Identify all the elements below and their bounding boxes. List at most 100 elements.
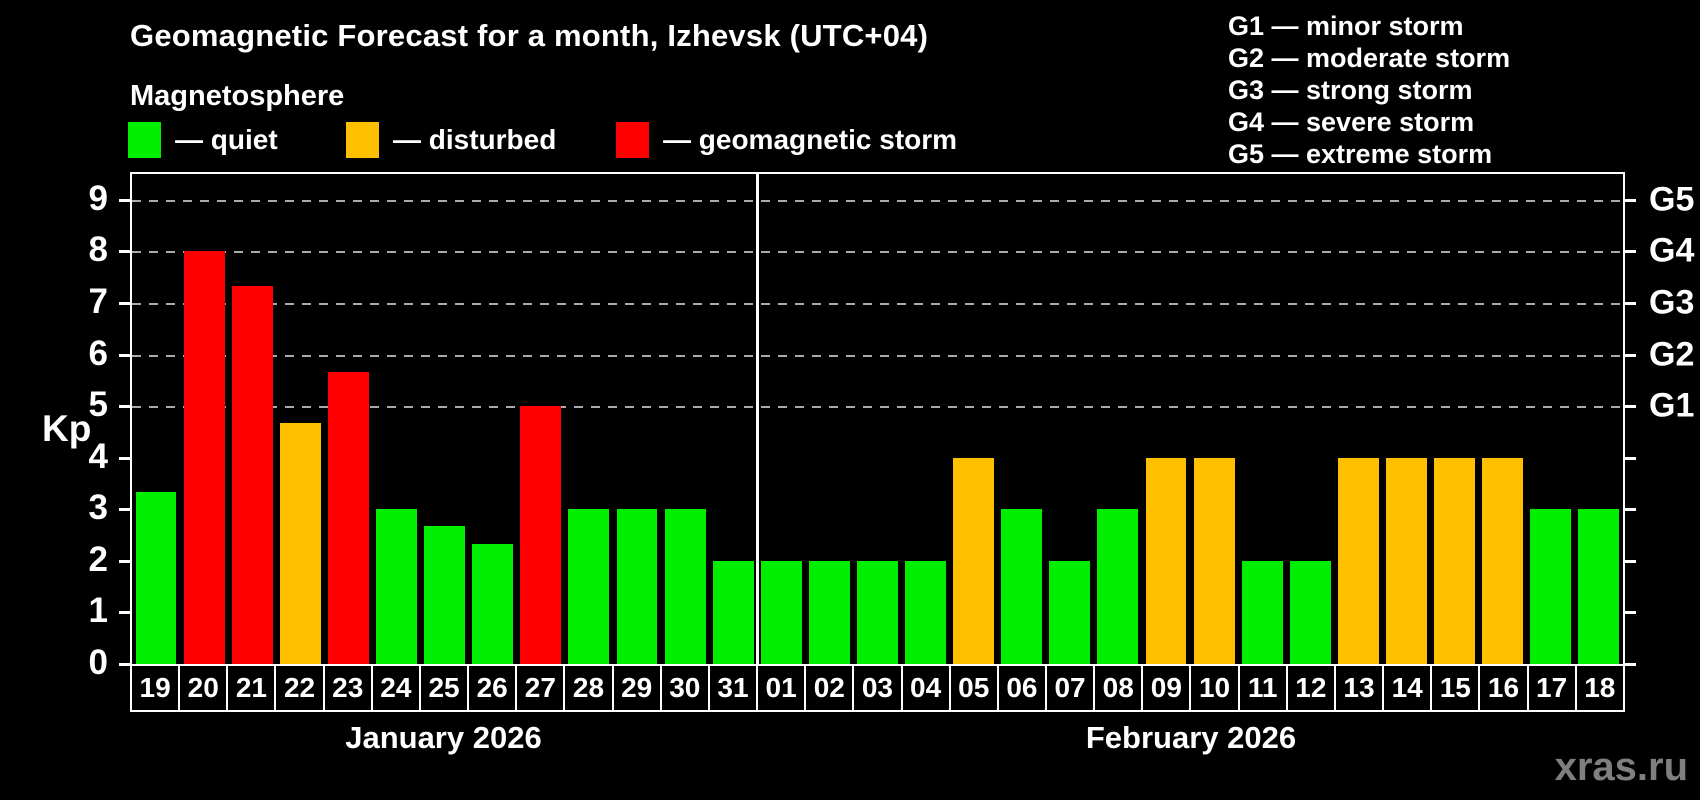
bar-slot-08 bbox=[1094, 174, 1142, 664]
right-axis-label-G4: G4 bbox=[1649, 231, 1695, 270]
gridline-kp-5 bbox=[132, 406, 1623, 409]
y-tick-5 bbox=[119, 405, 132, 409]
status-legend: — quiet — disturbed — geomagnetic storm bbox=[128, 120, 1028, 160]
kp-bar-day-23 bbox=[327, 371, 369, 664]
bar-slot-09 bbox=[1142, 174, 1190, 664]
y-tick-label-3: 3 bbox=[88, 488, 108, 528]
page-title: Geomagnetic Forecast for a month, Izhevs… bbox=[130, 18, 929, 53]
bar-slot-05 bbox=[950, 174, 998, 664]
right-tick-3 bbox=[1623, 508, 1636, 512]
day-cell-31: 31 bbox=[707, 664, 759, 712]
y-tick-label-4: 4 bbox=[88, 436, 108, 476]
xras-watermark: xras.ru bbox=[1554, 745, 1688, 789]
y-tick-8 bbox=[119, 250, 132, 254]
day-cell-03: 03 bbox=[852, 664, 903, 712]
kp-bar-day-18 bbox=[1578, 509, 1620, 664]
y-axis-title: Kp bbox=[42, 408, 92, 449]
kp-bar-day-29 bbox=[616, 509, 658, 664]
y-tick-9 bbox=[119, 198, 132, 202]
day-cell-12: 12 bbox=[1285, 664, 1336, 712]
bar-slot-18 bbox=[1575, 174, 1623, 664]
day-cell-26: 26 bbox=[467, 664, 518, 712]
y-tick-label-1: 1 bbox=[88, 591, 108, 631]
y-tick-3 bbox=[119, 508, 132, 512]
magnetosphere-label: Magnetosphere bbox=[130, 80, 345, 112]
kp-bar-day-06 bbox=[1001, 509, 1043, 664]
kp-bar-day-01 bbox=[760, 560, 802, 664]
right-tick-4 bbox=[1623, 456, 1636, 460]
plot-area: 0 1 2 3 4 5 6 7 8 9 G1 G2 G3 G4 G5 bbox=[89, 172, 1694, 682]
legend-label-quiet: — quiet bbox=[175, 124, 278, 155]
day-cell-09: 09 bbox=[1141, 664, 1192, 712]
bar-slot-23 bbox=[324, 174, 372, 664]
kp-bar-day-19 bbox=[135, 492, 177, 664]
bar-slot-29 bbox=[613, 174, 661, 664]
g-legend-line: G1 — minor storm bbox=[1228, 11, 1464, 41]
kp-bar-day-16 bbox=[1482, 457, 1524, 664]
bar-slot-30 bbox=[661, 174, 709, 664]
day-cell-11: 11 bbox=[1237, 664, 1288, 712]
bar-slot-12 bbox=[1286, 174, 1334, 664]
day-cell-30: 30 bbox=[659, 664, 710, 712]
y-tick-label-5: 5 bbox=[88, 385, 108, 425]
kp-bar-day-08 bbox=[1097, 509, 1139, 664]
right-axis-label-G2: G2 bbox=[1649, 335, 1695, 374]
day-cell-01: 01 bbox=[756, 664, 807, 712]
day-cell-22: 22 bbox=[274, 664, 325, 712]
y-tick-label-7: 7 bbox=[88, 282, 108, 322]
legend-label-disturbed: — disturbed bbox=[393, 124, 557, 155]
right-axis-label-G3: G3 bbox=[1649, 283, 1695, 322]
y-tick-label-6: 6 bbox=[88, 333, 108, 373]
disturbed-swatch-icon bbox=[346, 122, 379, 158]
day-cell-19: 19 bbox=[130, 664, 181, 712]
right-tick-5 bbox=[1623, 405, 1636, 409]
kp-bar-day-31 bbox=[712, 560, 754, 664]
bar-slot-17 bbox=[1527, 174, 1575, 664]
kp-bar-day-24 bbox=[376, 509, 417, 664]
kp-bar-day-22 bbox=[279, 423, 321, 664]
bar-slot-04 bbox=[902, 174, 950, 664]
g-scale-legend: G1 — minor storm G2 — moderate storm G3 … bbox=[1228, 10, 1510, 170]
right-axis-label-G5: G5 bbox=[1649, 180, 1695, 219]
kp-bar-day-28 bbox=[568, 509, 610, 664]
quiet-swatch-icon bbox=[128, 122, 161, 158]
gridline-kp-7 bbox=[132, 302, 1623, 305]
right-tick-1 bbox=[1623, 611, 1636, 615]
y-tick-label-9: 9 bbox=[88, 178, 108, 218]
bar-slot-14 bbox=[1382, 174, 1430, 664]
kp-bar-day-17 bbox=[1530, 509, 1572, 664]
day-cell-17: 17 bbox=[1526, 664, 1577, 712]
day-cell-27: 27 bbox=[515, 664, 566, 712]
day-cell-29: 29 bbox=[611, 664, 662, 712]
kp-bar-day-10 bbox=[1193, 457, 1235, 664]
kp-bar-day-30 bbox=[664, 509, 706, 664]
legend-label-storm: — geomagnetic storm bbox=[663, 124, 958, 155]
day-cell-18: 18 bbox=[1574, 664, 1625, 712]
bars bbox=[132, 174, 1623, 664]
right-tick-9 bbox=[1623, 198, 1636, 202]
gridline-kp-6 bbox=[132, 354, 1623, 357]
bar-slot-22 bbox=[276, 174, 324, 664]
y-tick-4 bbox=[119, 456, 132, 460]
kp-bar-day-25 bbox=[424, 526, 466, 664]
day-cell-23: 23 bbox=[322, 664, 373, 712]
storm-swatch-icon bbox=[616, 122, 649, 158]
kp-bar-day-11 bbox=[1241, 560, 1283, 664]
g-legend-line: G4 — severe storm bbox=[1228, 107, 1475, 137]
kp-bar-day-13 bbox=[1337, 457, 1379, 664]
bar-slot-24 bbox=[372, 174, 420, 664]
bar-slot-10 bbox=[1190, 174, 1238, 664]
day-cell-02: 02 bbox=[804, 664, 855, 712]
bar-slot-07 bbox=[1046, 174, 1094, 664]
g-legend-line: G3 — strong storm bbox=[1228, 75, 1473, 105]
bar-slot-19 bbox=[132, 174, 180, 664]
month-label-february: February 2026 bbox=[1085, 720, 1297, 755]
bar-slot-06 bbox=[998, 174, 1046, 664]
day-cell-13: 13 bbox=[1333, 664, 1385, 712]
x-axis-day-labels: 19 20 21 22 23 24 25 26 27 28 29 30 31 01 02 03 04 05 06 07… bbox=[130, 664, 1625, 712]
bar-slot-03 bbox=[853, 174, 901, 664]
bar-slot-31 bbox=[709, 174, 757, 664]
bar-slot-11 bbox=[1238, 174, 1286, 664]
right-tick-2 bbox=[1623, 559, 1636, 563]
day-cell-28: 28 bbox=[563, 664, 614, 712]
